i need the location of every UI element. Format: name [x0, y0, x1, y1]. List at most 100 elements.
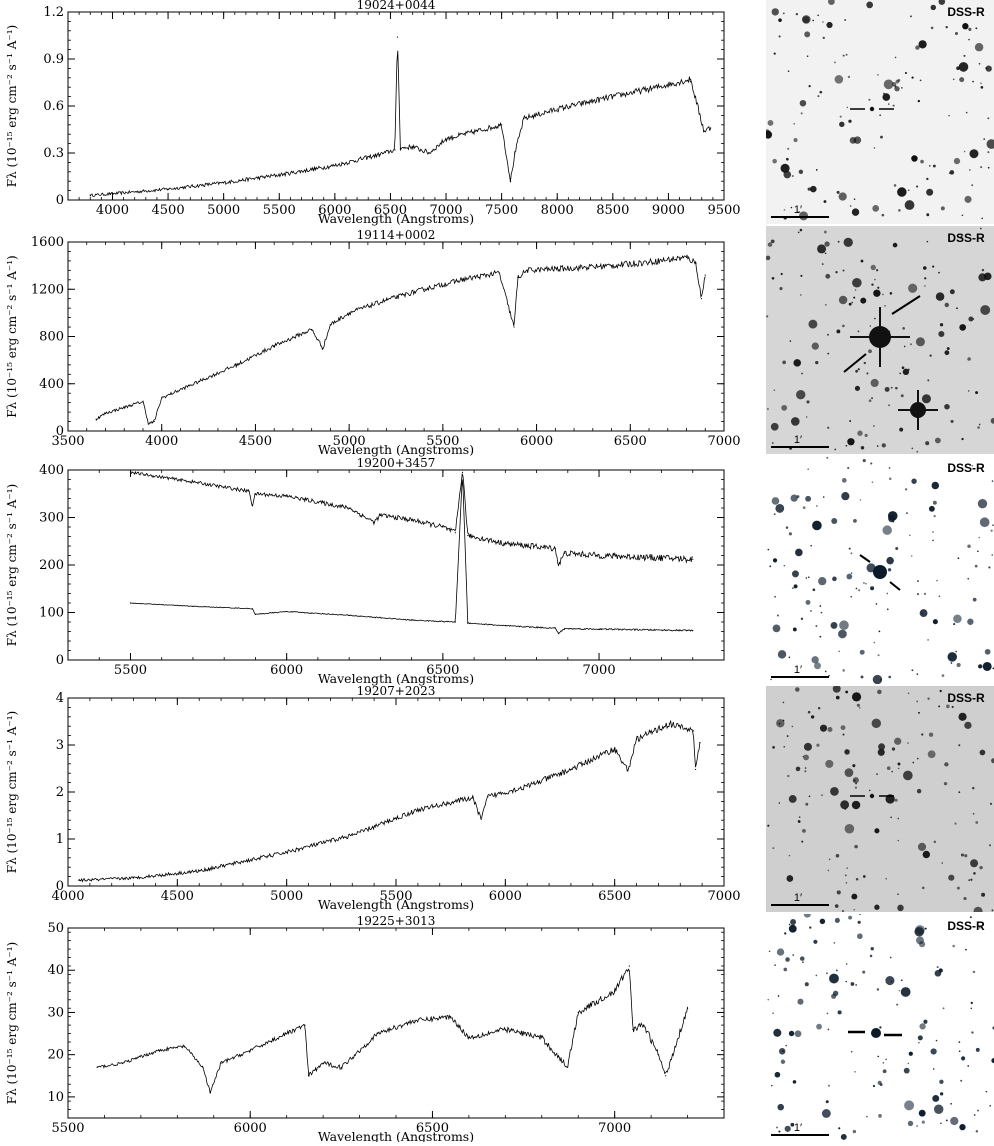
star — [858, 706, 861, 709]
star — [862, 459, 866, 463]
star — [819, 90, 823, 94]
star — [851, 800, 861, 810]
star — [917, 842, 927, 851]
star — [928, 505, 935, 512]
star — [968, 38, 970, 41]
star — [944, 302, 949, 308]
data-point — [523, 117, 525, 120]
data-point — [564, 628, 566, 630]
star — [852, 1129, 857, 1134]
data-point — [348, 614, 350, 616]
star — [786, 157, 789, 161]
star — [783, 967, 788, 972]
star — [855, 984, 857, 986]
star — [773, 389, 776, 391]
star — [830, 787, 839, 796]
data-point — [147, 423, 150, 425]
star — [806, 55, 809, 58]
star — [866, 372, 869, 375]
star — [799, 294, 802, 296]
star — [977, 550, 979, 553]
y-tick-label: 300 — [39, 511, 64, 526]
data-point — [504, 543, 506, 545]
star — [851, 893, 858, 900]
data-point — [96, 1066, 98, 1068]
star — [888, 467, 891, 469]
star — [916, 700, 919, 703]
y-axis-label: Fλ (10⁻¹⁵ erg cm⁻² s⁻¹ A⁻¹) — [5, 484, 19, 646]
star — [802, 16, 810, 24]
data-point — [251, 505, 253, 507]
y-tick-label: 800 — [39, 330, 64, 345]
star — [918, 1109, 926, 1117]
star — [817, 95, 820, 98]
star — [859, 499, 862, 501]
data-point — [570, 768, 572, 771]
star — [840, 800, 850, 810]
star — [822, 36, 825, 40]
star — [891, 770, 893, 773]
star — [890, 816, 892, 819]
star — [889, 292, 893, 295]
star — [963, 54, 966, 57]
x-axis-label: Wavelength (Angstroms) — [318, 1129, 474, 1142]
star — [770, 422, 779, 431]
data-point — [556, 108, 558, 110]
star — [932, 1095, 940, 1102]
star — [882, 525, 892, 535]
star — [882, 1062, 885, 1064]
star — [844, 749, 850, 755]
finder-background — [766, 686, 994, 912]
star — [961, 214, 964, 217]
star — [837, 1010, 842, 1015]
star — [872, 674, 883, 684]
star — [991, 758, 994, 764]
star — [968, 879, 970, 881]
star — [958, 791, 961, 794]
y-tick-label: 20 — [47, 1048, 64, 1063]
data-point — [192, 481, 194, 483]
data-point — [386, 299, 388, 301]
star — [918, 40, 927, 49]
star — [988, 566, 991, 569]
star — [827, 333, 830, 336]
star — [782, 701, 785, 704]
star — [862, 970, 866, 974]
star — [770, 239, 775, 244]
star — [780, 272, 783, 276]
data-point — [566, 1066, 568, 1068]
star — [915, 337, 925, 347]
data-point — [668, 723, 670, 725]
star — [888, 477, 892, 481]
star — [852, 764, 856, 768]
star — [941, 862, 944, 864]
star — [901, 366, 905, 370]
star — [921, 733, 924, 736]
y-tick-label: 1200 — [31, 282, 64, 297]
star — [958, 744, 961, 747]
star — [945, 1119, 948, 1122]
star — [944, 762, 949, 767]
spectrum-line — [95, 254, 706, 425]
star — [928, 164, 931, 167]
star — [817, 244, 827, 254]
star — [850, 1050, 853, 1053]
star — [878, 743, 886, 751]
star — [834, 448, 837, 451]
y-tick-label: 0.3 — [43, 146, 64, 161]
panel-title: 19200+3457 — [357, 456, 436, 470]
star — [848, 302, 852, 306]
star — [909, 534, 911, 537]
star — [815, 625, 818, 627]
star — [812, 588, 816, 592]
star — [887, 568, 892, 572]
x-tick-label: 9000 — [652, 203, 685, 218]
data-point — [454, 621, 456, 623]
star — [857, 430, 863, 436]
data-point — [334, 164, 336, 167]
star — [824, 252, 827, 255]
star — [899, 372, 901, 375]
star — [876, 269, 879, 272]
star — [834, 904, 839, 908]
star — [827, 869, 830, 872]
